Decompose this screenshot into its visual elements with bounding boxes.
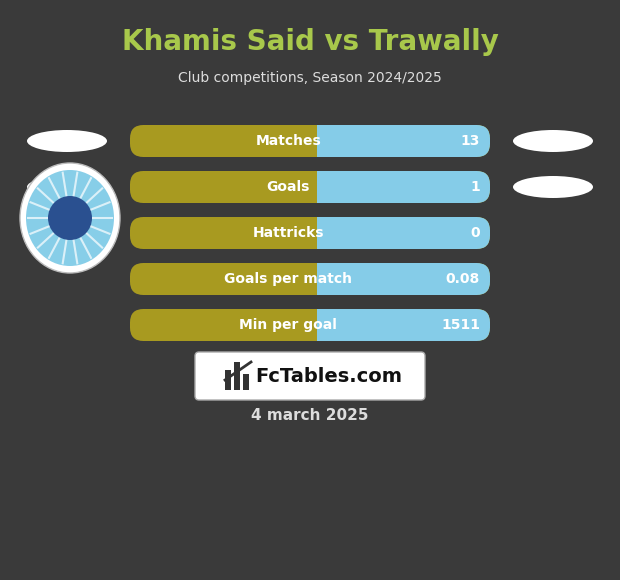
FancyBboxPatch shape — [317, 309, 490, 341]
Bar — [317, 309, 334, 341]
Bar — [317, 217, 334, 249]
FancyBboxPatch shape — [130, 171, 490, 203]
Ellipse shape — [27, 176, 107, 198]
Ellipse shape — [20, 163, 120, 273]
Text: 1: 1 — [470, 180, 480, 194]
Text: Club competitions, Season 2024/2025: Club competitions, Season 2024/2025 — [178, 71, 442, 85]
Ellipse shape — [513, 130, 593, 152]
FancyBboxPatch shape — [195, 352, 425, 400]
Bar — [225, 370, 231, 390]
Bar — [243, 374, 249, 390]
Text: Goals per match: Goals per match — [224, 272, 352, 286]
Text: 0.08: 0.08 — [446, 272, 480, 286]
FancyBboxPatch shape — [130, 309, 490, 341]
FancyBboxPatch shape — [317, 125, 490, 157]
FancyBboxPatch shape — [317, 217, 490, 249]
Text: Khamis Said vs Trawally: Khamis Said vs Trawally — [122, 28, 498, 56]
Text: Hattricks: Hattricks — [253, 226, 324, 240]
Ellipse shape — [27, 130, 107, 152]
Text: 4 march 2025: 4 march 2025 — [251, 408, 369, 422]
Bar — [317, 171, 334, 203]
Text: Matches: Matches — [255, 134, 321, 148]
FancyBboxPatch shape — [317, 263, 490, 295]
Text: Goals: Goals — [267, 180, 310, 194]
Text: 13: 13 — [461, 134, 480, 148]
Text: Min per goal: Min per goal — [239, 318, 337, 332]
FancyBboxPatch shape — [130, 263, 490, 295]
Bar — [234, 362, 240, 390]
Text: 1511: 1511 — [441, 318, 480, 332]
Bar — [317, 125, 334, 157]
FancyBboxPatch shape — [317, 171, 490, 203]
Ellipse shape — [513, 176, 593, 198]
FancyBboxPatch shape — [130, 125, 490, 157]
Circle shape — [48, 196, 92, 240]
Text: 0: 0 — [471, 226, 480, 240]
Ellipse shape — [26, 170, 114, 266]
Text: FcTables.com: FcTables.com — [255, 367, 402, 386]
FancyBboxPatch shape — [130, 217, 490, 249]
Bar — [317, 263, 334, 295]
